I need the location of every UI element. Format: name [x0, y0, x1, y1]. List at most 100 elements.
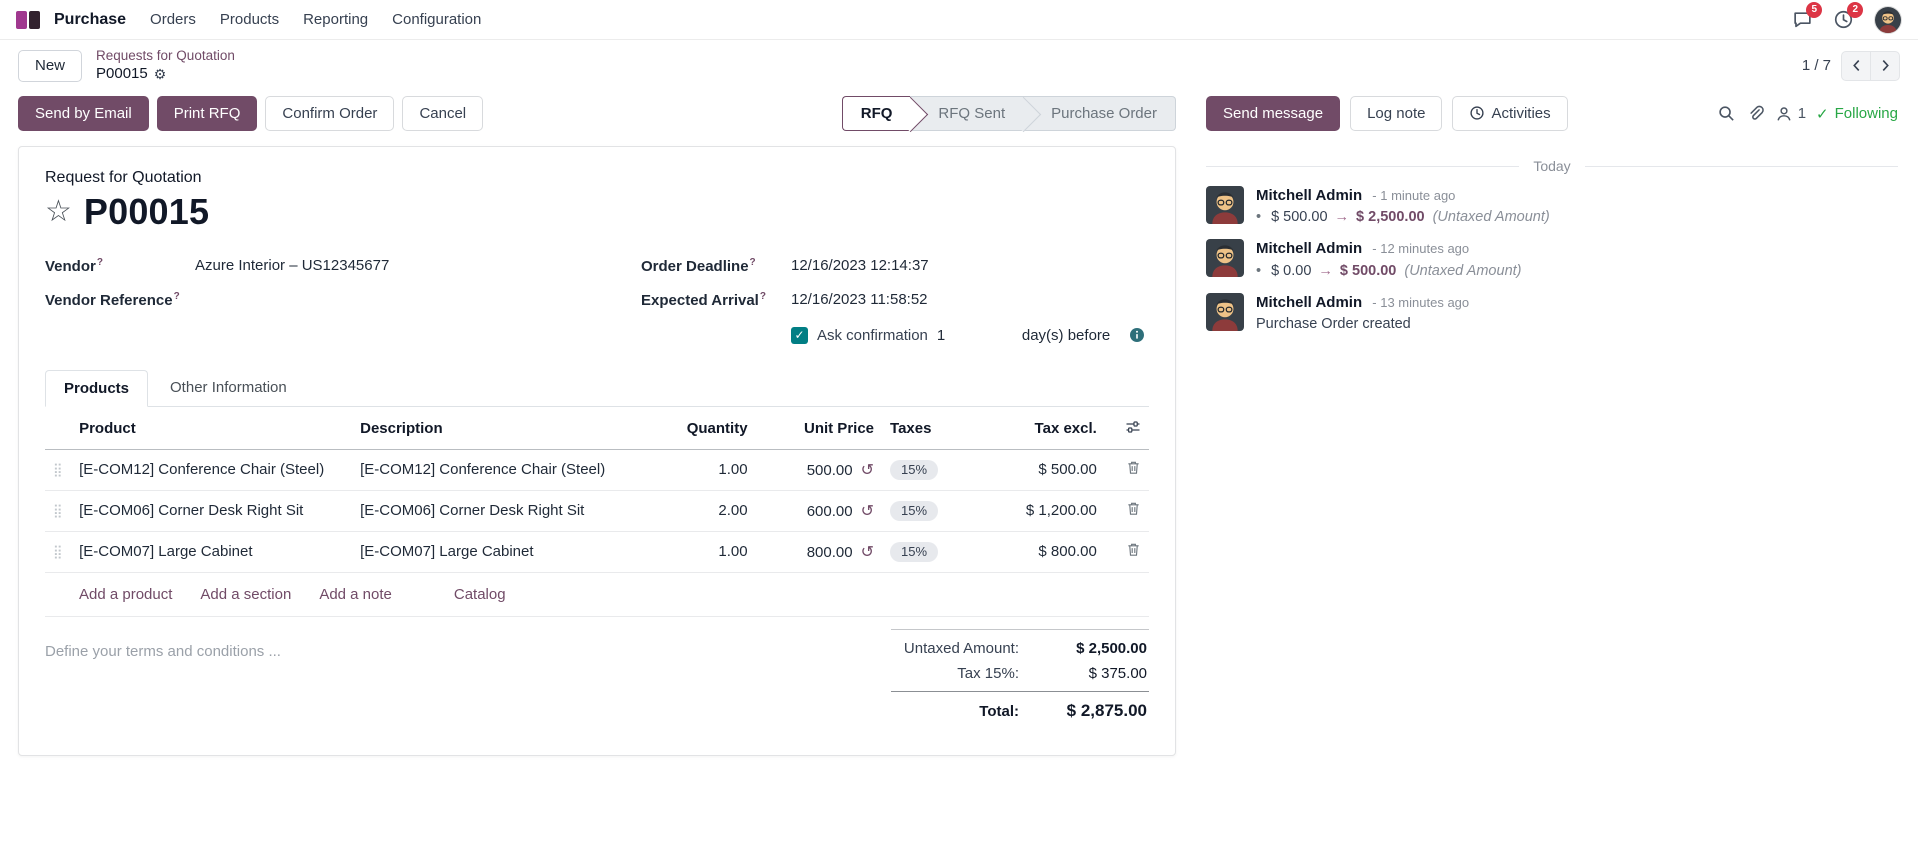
menu-reporting[interactable]: Reporting — [303, 11, 369, 28]
check-icon: ✓ — [1816, 105, 1829, 123]
tracked-field-name: (Untaxed Amount) — [1432, 209, 1550, 226]
drag-handle-icon[interactable]: ⣿ — [45, 490, 72, 532]
favorite-star-icon[interactable]: ☆ — [45, 194, 72, 228]
ask-confirmation-checkbox[interactable] — [791, 326, 808, 344]
chatter-toolbar: Send message Log note Activities 1 ✓ Fol… — [1206, 96, 1898, 132]
days-before-label: day(s) before — [1021, 326, 1111, 344]
followers-button[interactable]: 1 — [1775, 105, 1806, 123]
optional-columns-icon[interactable] — [1125, 419, 1141, 435]
cell-quantity[interactable]: 1.00 — [659, 449, 756, 491]
cell-taxes: 15% — [882, 490, 979, 532]
help-icon[interactable]: ? — [96, 256, 103, 268]
menu-orders[interactable]: Orders — [150, 11, 196, 28]
send-by-email-button[interactable]: Send by Email — [18, 96, 149, 132]
ask-confirmation-label[interactable]: Ask confirmation — [817, 326, 928, 344]
new-button[interactable]: New — [18, 49, 83, 82]
help-icon[interactable]: ? — [749, 256, 756, 268]
tax-label: Tax 15%: — [957, 664, 1019, 682]
tax-badge[interactable]: 15% — [890, 459, 939, 480]
paperclip-icon[interactable] — [1746, 104, 1765, 123]
cell-unit-price[interactable]: 800.00 ↺ — [755, 531, 883, 573]
message-author[interactable]: Mitchell Admin — [1256, 186, 1363, 204]
order-deadline-field[interactable]: 12/16/2023 12:14:37 — [791, 256, 929, 274]
pager-previous-button[interactable] — [1841, 50, 1871, 81]
price-history-icon[interactable]: ↺ — [860, 502, 875, 520]
cell-description[interactable]: [E-COM06] Corner Desk Right Sit — [352, 490, 660, 532]
totals-block: Untaxed Amount: $ 2,500.00 Tax 15%: $ 37… — [891, 628, 1149, 725]
add-a-section-link[interactable]: Add a section — [200, 585, 292, 603]
menu-products[interactable]: Products — [219, 11, 280, 28]
trash-icon[interactable] — [1126, 460, 1141, 475]
cell-description[interactable]: [E-COM07] Large Cabinet — [352, 531, 660, 573]
message-avatar[interactable] — [1206, 239, 1244, 278]
column-header-quantity: Quantity — [659, 408, 756, 450]
tax-badge[interactable]: 15% — [890, 541, 939, 562]
messages-icon[interactable]: 5 — [1792, 2, 1822, 30]
cell-quantity[interactable]: 1.00 — [659, 531, 756, 573]
cell-subtotal: $ 500.00 — [978, 449, 1105, 491]
send-message-button[interactable]: Send message — [1206, 96, 1341, 132]
pager-count[interactable]: 1 / 7 — [1801, 57, 1831, 75]
vendor-label: Vendor? — [45, 256, 103, 275]
print-rfq-button[interactable]: Print RFQ — [156, 96, 258, 132]
column-header-taxes: Taxes — [882, 408, 979, 450]
message-time: - 1 minute ago — [1372, 187, 1456, 203]
breadcrumb-parent-link[interactable]: Requests for Quotation — [96, 48, 235, 63]
cancel-button[interactable]: Cancel — [402, 96, 484, 132]
log-note-button[interactable]: Log note — [1350, 96, 1443, 132]
vendor-reference-label: Vendor Reference? — [45, 290, 180, 309]
user-avatar[interactable] — [1874, 5, 1902, 34]
cell-product[interactable]: [E-COM12] Conference Chair (Steel) — [71, 449, 353, 491]
cell-description[interactable]: [E-COM12] Conference Chair (Steel) — [352, 449, 660, 491]
activities-button[interactable]: Activities — [1452, 96, 1568, 132]
terms-and-conditions-input[interactable]: Define your terms and conditions ... — [45, 642, 281, 660]
drag-handle-icon[interactable]: ⣿ — [45, 531, 72, 573]
info-icon[interactable] — [1129, 327, 1145, 343]
help-icon[interactable]: ? — [173, 290, 180, 302]
status-step-rfq[interactable]: RFQ — [841, 96, 911, 132]
catalog-link[interactable]: Catalog — [453, 585, 506, 603]
add-a-product-link[interactable]: Add a product — [79, 585, 173, 603]
gear-icon[interactable]: ⚙ — [153, 65, 167, 82]
expected-arrival-field[interactable]: 12/16/2023 11:58:52 — [791, 290, 928, 308]
reminder-days-input[interactable] — [936, 326, 1013, 344]
cell-unit-price[interactable]: 600.00 ↺ — [755, 490, 883, 532]
total-label: Total: — [979, 702, 1019, 720]
add-a-note-link[interactable]: Add a note — [319, 585, 392, 603]
message-author[interactable]: Mitchell Admin — [1256, 293, 1363, 311]
table-row[interactable]: ⣿ [E-COM07] Large Cabinet [E-COM07] Larg… — [45, 531, 1149, 573]
tab-products[interactable]: Products — [45, 369, 149, 407]
message-avatar[interactable] — [1206, 292, 1244, 331]
search-messages-icon[interactable] — [1717, 104, 1736, 123]
field-group: Vendor? Azure Interior – US12345677 Vend… — [45, 251, 1149, 346]
cell-unit-price[interactable]: 500.00 ↺ — [755, 449, 883, 491]
activities-clock-icon[interactable]: 2 — [1833, 2, 1863, 30]
price-history-icon[interactable]: ↺ — [860, 461, 875, 479]
cell-actions — [1104, 490, 1149, 532]
message-author[interactable]: Mitchell Admin — [1256, 240, 1363, 258]
cell-product[interactable]: [E-COM07] Large Cabinet — [71, 531, 353, 573]
drag-handle-icon[interactable]: ⣿ — [45, 449, 72, 491]
trash-icon[interactable] — [1126, 501, 1141, 516]
trash-icon[interactable] — [1126, 542, 1141, 557]
tab-other-information[interactable]: Other Information — [170, 378, 287, 396]
table-row[interactable]: ⣿ [E-COM06] Corner Desk Right Sit [E-COM… — [45, 490, 1149, 532]
pager-next-button[interactable] — [1870, 50, 1900, 81]
message-avatar[interactable] — [1206, 185, 1244, 224]
confirm-order-button[interactable]: Confirm Order — [265, 96, 395, 132]
status-step-rfq-sent[interactable]: RFQ Sent — [910, 96, 1024, 132]
menu-configuration[interactable]: Configuration — [392, 11, 482, 28]
message: Mitchell Admin - 12 minutes ago • $ 0.00 →… — [1206, 239, 1898, 279]
price-history-icon[interactable]: ↺ — [860, 543, 875, 561]
app-menu-purchase[interactable]: Purchase — [54, 10, 127, 28]
status-step-purchase-order[interactable]: Purchase Order — [1023, 96, 1176, 132]
help-icon[interactable]: ? — [759, 290, 766, 302]
table-row[interactable]: ⣿ [E-COM12] Conference Chair (Steel) [E-… — [45, 449, 1149, 491]
cell-quantity[interactable]: 2.00 — [659, 490, 756, 532]
following-toggle[interactable]: ✓ Following — [1816, 105, 1898, 123]
vendor-field[interactable]: Azure Interior – US12345677 — [195, 256, 390, 274]
vendor-reference-field[interactable] — [195, 291, 605, 309]
odoo-logo[interactable] — [16, 10, 40, 29]
tax-badge[interactable]: 15% — [890, 500, 939, 521]
cell-product[interactable]: [E-COM06] Corner Desk Right Sit — [71, 490, 353, 532]
